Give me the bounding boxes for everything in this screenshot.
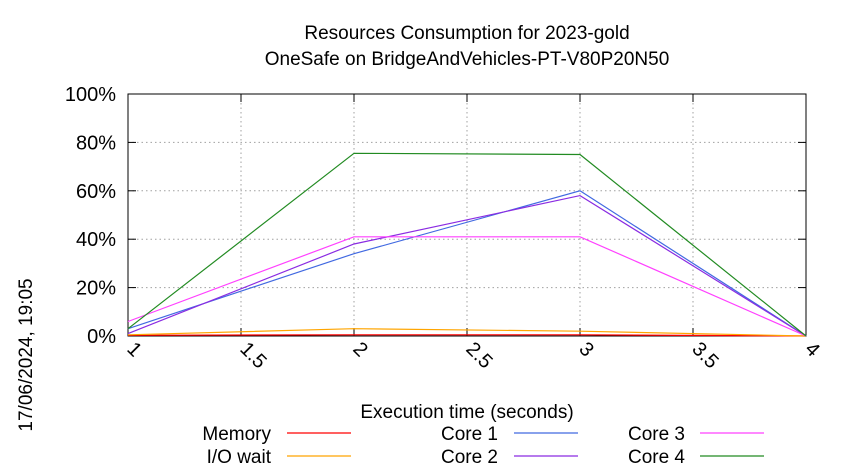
x-tick-label: 4 xyxy=(800,338,823,361)
legend-label: I/O wait xyxy=(207,447,272,468)
chart-title-line-1: Resources Consumption for 2023-gold xyxy=(304,23,629,44)
y-tick-label: 100% xyxy=(65,84,116,106)
series-line-core-2 xyxy=(127,194,807,337)
y-tick-label: 0% xyxy=(87,326,116,348)
y-tick-label: 60% xyxy=(76,181,116,203)
x-tick-label: 2 xyxy=(348,338,371,361)
x-tick-label: 3.5 xyxy=(687,338,722,373)
y-tick-label: 80% xyxy=(76,132,116,154)
y-axis-ticks: 0% 20% 40% 60% 80% 100% xyxy=(65,84,806,348)
y-tick-label: 40% xyxy=(76,229,116,251)
x-tick-label: 1 xyxy=(122,338,145,361)
legend-label: Core 1 xyxy=(441,424,498,445)
x-axis-ticks: 1 1.5 2 2.5 3 3.5 4 xyxy=(122,94,824,373)
series-line-i-o-wait xyxy=(127,328,807,337)
chart-title-line-2: OneSafe on BridgeAndVehicles-PT-V80P20N5… xyxy=(265,49,670,70)
series-line-memory xyxy=(127,334,807,337)
y-tick-label: 20% xyxy=(76,278,116,300)
x-tick-label: 3 xyxy=(574,338,597,361)
series-line-core-4 xyxy=(127,152,807,337)
legend-label: Core 4 xyxy=(628,447,685,468)
grid xyxy=(127,93,807,337)
timestamp-label: 17/06/2024, 19:05 xyxy=(16,278,37,431)
series-lines xyxy=(127,152,807,337)
series-line-core-1 xyxy=(127,190,807,337)
series-line-core-3 xyxy=(127,236,807,337)
x-tick-label: 2.5 xyxy=(461,338,496,373)
legend-label: Core 2 xyxy=(441,447,498,468)
x-axis-label: Execution time (seconds) xyxy=(360,402,573,423)
legend-label: Core 3 xyxy=(628,424,685,445)
legend-label: Memory xyxy=(202,424,271,445)
x-tick-label: 1.5 xyxy=(235,338,270,373)
